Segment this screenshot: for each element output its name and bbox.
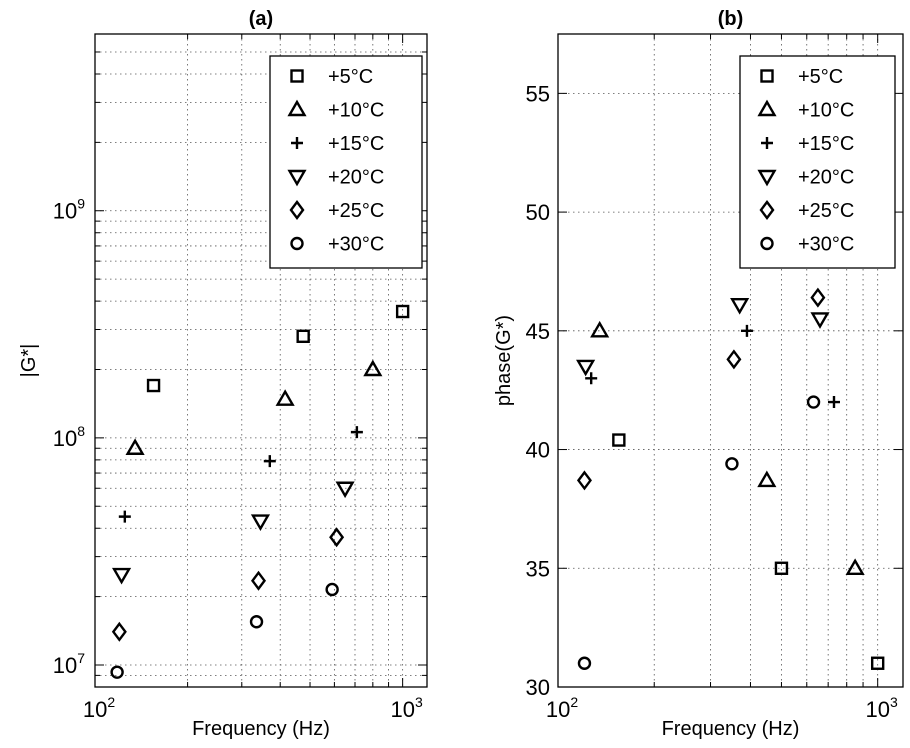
plot-area (557, 33, 904, 688)
y-tick-label: 45 (526, 319, 550, 344)
data-point (577, 656, 592, 670)
data-point (118, 510, 131, 523)
x-axis-label: Frequency (Hz) (192, 718, 330, 740)
legend-marker (290, 236, 304, 251)
series-20c (111, 481, 355, 585)
legend-marker (287, 169, 307, 187)
data-point (363, 359, 383, 377)
legend-marker (291, 137, 303, 149)
legend-marker (289, 200, 305, 220)
data-point (125, 438, 145, 455)
data-point (576, 470, 592, 491)
data-point (870, 656, 885, 670)
series-20c (576, 297, 830, 377)
legend: +5°C +10°C +15°C +20°C +25°C +30°C (739, 55, 896, 269)
data-point (296, 329, 310, 344)
y-tick-label: 40 (526, 438, 550, 463)
y-tick-label: 55 (526, 81, 550, 106)
data-point (726, 349, 742, 370)
legend-label: +5°C (328, 66, 373, 88)
data-point (325, 582, 339, 597)
y-axis-label: phase(G*) (493, 315, 515, 406)
series-10c (590, 320, 865, 575)
legend-marker (290, 69, 304, 83)
legend-marker (287, 99, 307, 117)
y-tick-label: 35 (526, 556, 550, 581)
data-point (725, 457, 739, 471)
data-point (757, 470, 777, 488)
panel-a: 102 103 107 108 109 (a) Frequency (Hz) |G*| +5°C… (18, 8, 428, 740)
series-5c (612, 433, 885, 670)
legend: +5°C +10°C +15°C +20°C +25°C +30°C (269, 55, 423, 269)
legend-marker (761, 137, 773, 149)
legend-label: +25°C (798, 200, 854, 222)
series-30c (110, 582, 339, 679)
y-tick-label: 50 (526, 200, 550, 225)
series-15c (585, 324, 840, 409)
legend-marker (759, 200, 775, 220)
data-point (612, 433, 626, 447)
panel-title: (b) (718, 8, 744, 30)
legend-label: +20°C (328, 167, 384, 189)
x-axis-label: Frequency (Hz) (662, 718, 800, 740)
data-point (395, 304, 410, 319)
legend-label: +20°C (798, 167, 854, 189)
data-point (740, 324, 753, 337)
legend-label: +30°C (328, 234, 384, 256)
legend-marker (757, 169, 777, 187)
data-point (249, 615, 264, 629)
panel-title: (a) (249, 8, 273, 30)
data-point (111, 621, 127, 642)
series-25c (576, 287, 826, 491)
y-tick-label: 108 (53, 423, 85, 451)
x-tick-label: 102 (546, 694, 578, 722)
data-point (251, 570, 267, 591)
series-25c (111, 527, 345, 642)
plot-area (94, 33, 428, 688)
data-point (576, 359, 596, 377)
data-point (110, 665, 124, 679)
y-tick-label: 30 (526, 675, 550, 700)
legend-label: +10°C (798, 100, 854, 122)
legend-marker (760, 236, 774, 251)
x-tick-label: 102 (83, 694, 115, 722)
y-axis-label: |G*| (18, 344, 40, 378)
data-point (275, 389, 295, 406)
series-15c (118, 426, 363, 523)
data-point (585, 372, 598, 385)
legend-label: +15°C (798, 133, 854, 155)
data-point (774, 561, 789, 575)
data-point (329, 527, 345, 548)
data-point (730, 297, 750, 315)
legend-label: +10°C (328, 100, 384, 122)
data-point (810, 312, 830, 329)
data-point (590, 320, 610, 338)
y-tick-label: 107 (53, 650, 85, 678)
data-point (263, 455, 276, 468)
legend-label: +25°C (328, 200, 384, 222)
series-5c (146, 304, 410, 393)
legend-marker (757, 99, 777, 117)
x-tick-label: 103 (391, 694, 423, 722)
legend-label: +30°C (798, 234, 854, 256)
data-point (810, 287, 826, 308)
data-point (806, 395, 821, 409)
legend-label: +15°C (328, 133, 384, 155)
data-point (335, 481, 355, 499)
x-tick-label: 103 (866, 694, 898, 722)
data-point (111, 567, 132, 585)
data-point (146, 378, 161, 393)
legend-label: +5°C (798, 66, 843, 88)
panel-b: 102 103 30 35 40 45 50 55 (b) Frequency (Hz) phase… (493, 8, 904, 740)
data-point (250, 514, 271, 532)
data-point (845, 558, 865, 575)
legend-marker (760, 69, 774, 83)
data-point (350, 426, 363, 439)
data-point (827, 396, 840, 409)
series-30c (577, 395, 821, 670)
y-tick-label: 109 (53, 196, 85, 224)
series-10c (125, 359, 383, 455)
